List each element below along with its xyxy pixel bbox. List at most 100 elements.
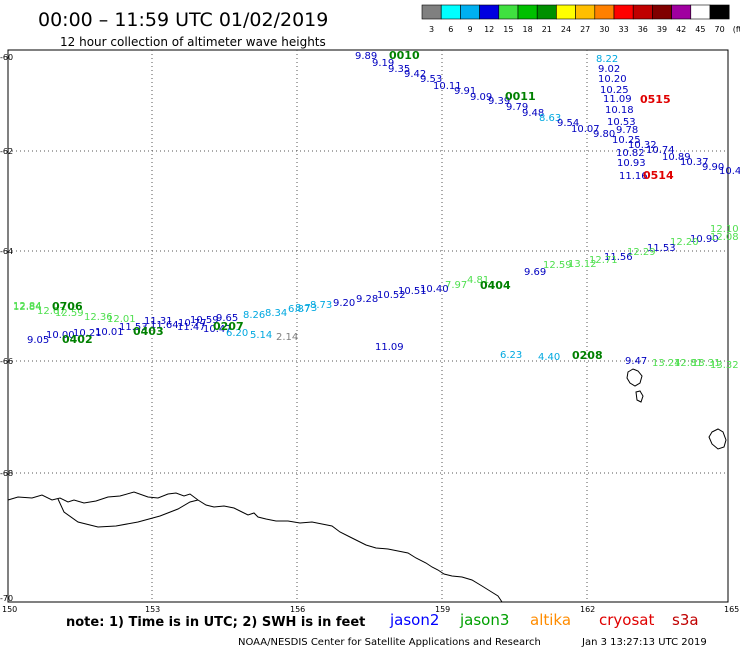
legend-label: (ft) <box>733 25 740 34</box>
wave-height-reading: 13.31 <box>692 358 721 369</box>
wave-height-reading: 9.80 <box>593 129 615 140</box>
wave-height-reading: 12.08 <box>710 232 739 243</box>
wave-height-reading: 12.67 <box>37 306 66 317</box>
wave-height-reading: 8.73 <box>310 300 332 311</box>
legend-swatch <box>632 4 653 20</box>
wave-height-reading: 9.28 <box>356 294 378 305</box>
wave-height-reading: 5.14 <box>250 330 272 341</box>
wave-height-reading: 10.37 <box>680 157 709 168</box>
wave-height-reading: 9.90 <box>702 162 724 173</box>
wave-height-reading: 10.47 <box>203 324 232 335</box>
wave-height-reading: 9.19 <box>372 58 394 69</box>
wave-height-reading: 10.93 <box>617 158 646 169</box>
latitude-labels: -60 -62 -64 -66 -68 -70 <box>0 53 13 603</box>
island-1 <box>626 368 643 387</box>
legend-label: 3 <box>429 25 434 34</box>
wave-height-reading: 9.39 <box>488 96 510 107</box>
wave-height-reading: 10.82 <box>616 148 645 159</box>
lat-label: -66 <box>0 357 13 366</box>
legend-label: 30 <box>599 25 609 34</box>
wave-height-reading: 10.18 <box>605 105 634 116</box>
wave-height-reading: 9.48 <box>522 108 544 119</box>
wave-height-reading: 9.65 <box>216 313 238 324</box>
island-2 <box>635 390 644 403</box>
wave-height-reading: 11.47 <box>177 322 206 333</box>
wave-height-reading: 6.23 <box>500 350 522 361</box>
lon-label: 150 <box>2 605 17 614</box>
wave-height-reading: 12.59 <box>55 308 84 319</box>
lon-label: 156 <box>290 605 305 614</box>
wave-height-reading: 12.01 <box>107 314 136 325</box>
wave-height-reading: 10.21 <box>73 328 102 339</box>
wave-height-reading: 10.89 <box>662 152 691 163</box>
wave-height-reading: 10.25 <box>612 135 641 146</box>
wave-height-reading: 10.11 <box>433 81 462 92</box>
legend-swatch <box>652 4 672 20</box>
wave-height-reading: 9.20 <box>333 298 355 309</box>
pass-label: 0207 <box>213 320 244 333</box>
legend-swatch <box>517 4 538 20</box>
wave-height-reading: 13.32 <box>710 360 739 371</box>
pass-label: 0402 <box>62 333 93 346</box>
wave-height-reading: 10.52 <box>377 290 406 301</box>
wave-height-reading: 6.20 <box>226 328 248 339</box>
legend-swatch <box>690 4 711 20</box>
wave-height-reading: 12.84 <box>13 302 42 313</box>
wave-height-reading: 10.90 <box>690 234 719 245</box>
pass-label: 0514 <box>643 169 674 182</box>
pass-label: 0011 <box>505 90 536 103</box>
legend-swatch <box>460 4 480 20</box>
wave-height-reading: 11.53 <box>647 243 676 254</box>
satellite-jason3: jason3 <box>459 611 509 629</box>
wave-height-reading: 9.79 <box>506 102 528 113</box>
wave-height-reading: 9.53 <box>420 74 442 85</box>
lat-label: -60 <box>0 53 13 62</box>
wave-height-reading: 11.09 <box>375 342 404 353</box>
wave-height-reading: 11.56 <box>604 252 633 263</box>
legend-label: 12 <box>484 25 494 34</box>
legend-label: 42 <box>676 25 686 34</box>
wave-height-reading: 8.26 <box>243 310 265 321</box>
credit-line: NOAA/NESDIS Center for Satellite Applica… <box>238 637 541 648</box>
wave-height-reading: 10.59 <box>190 315 219 326</box>
map-frame <box>7 49 729 603</box>
wave-height-reading: 11.09 <box>603 94 632 105</box>
satellite-altika: altika <box>530 611 571 629</box>
legend-swatch <box>440 4 461 20</box>
legend-label: 6 <box>448 25 453 34</box>
wave-height-reading: 9.09 <box>470 92 492 103</box>
legend-label: 36 <box>638 25 648 34</box>
wave-height-reading: 12.36 <box>84 312 113 323</box>
legend-label: 24 <box>561 25 571 34</box>
wave-height-reading: 8.73 <box>295 303 317 314</box>
wave-height-reading: 10.07 <box>571 124 600 135</box>
wave-height-reading: 7.97 <box>445 280 467 291</box>
satellite-legend: jason2 jason3 altika cryosat s3a <box>389 611 699 629</box>
legend-swatch <box>671 4 692 20</box>
legend-swatch <box>421 4 442 20</box>
satellite-jason2: jason2 <box>389 611 439 629</box>
page-title: 00:00 – 11:59 UTC 01/02/2019 <box>38 9 328 31</box>
coastline <box>7 368 727 603</box>
wave-height-reading: 10.32 <box>628 140 657 151</box>
wave-height-reading: 12.84 <box>13 301 42 312</box>
map-grid <box>8 50 728 602</box>
wave-height-readings: 9.899.199.359.429.5310.119.919.099.399.7… <box>13 51 740 371</box>
lat-label: -64 <box>0 247 13 256</box>
legend-label: 18 <box>523 25 533 34</box>
footer-note: note: 1) Time is in UTC; 2) SWH is in fe… <box>66 615 365 630</box>
legend-label: 39 <box>657 25 667 34</box>
wave-height-reading: 10.40 <box>420 284 449 295</box>
pass-label: 0010 <box>389 49 420 62</box>
satellite-cryosat: cryosat <box>599 611 654 629</box>
wave-height-reading: 9.47 <box>625 356 647 367</box>
legend-label: 9 <box>467 25 472 34</box>
glacier-tongue <box>57 498 199 528</box>
wave-height-reading: 9.54 <box>557 118 579 129</box>
wave-height-reading: 10.74 <box>646 145 675 156</box>
legend-swatch <box>536 4 557 20</box>
legend-swatch <box>498 4 519 20</box>
wave-height-reading: 10.01 <box>95 327 124 338</box>
